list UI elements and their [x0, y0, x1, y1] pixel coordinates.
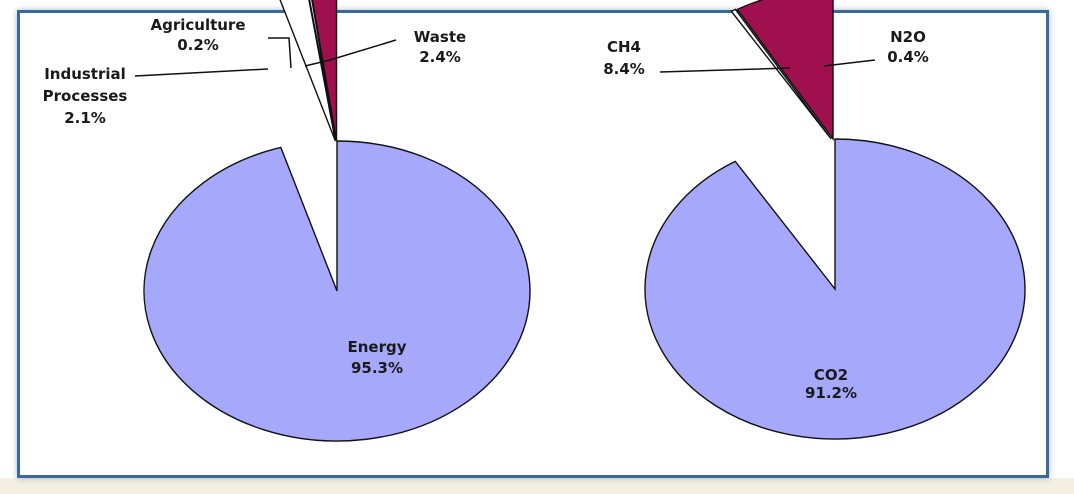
waste-value: 2.4%: [419, 48, 461, 66]
industrial-label-line2: Processes: [43, 87, 128, 105]
waste-label: Waste: [414, 28, 466, 46]
agriculture-label: Agriculture: [150, 16, 245, 34]
pie-slice-ch4: [736, 0, 834, 142]
co2-value: 91.2%: [805, 384, 857, 402]
co2-label: CO2: [814, 366, 848, 384]
n2o-leader-line: [823, 59, 876, 67]
industrial-value: 2.1%: [64, 109, 106, 127]
leader-lines-right: [659, 59, 876, 73]
agriculture-leader-line: [268, 37, 292, 69]
energy-value: 95.3%: [351, 359, 403, 377]
energy-label: Energy: [347, 338, 406, 356]
agriculture-value: 0.2%: [177, 36, 219, 54]
industrial-leader-line: [134, 68, 269, 77]
gas-pie-chart: [644, 0, 1026, 440]
industrial-label-line1: Industrial: [44, 65, 126, 83]
ch4-label: CH4: [607, 38, 641, 56]
leader-lines-left: [134, 37, 397, 77]
pie-slice-waste: [279, 0, 337, 142]
pie-slice-n2o: [730, 8, 832, 140]
ch4-value: 8.4%: [603, 60, 645, 78]
n2o-value: 0.4%: [887, 48, 929, 66]
sector-pie-chart: [143, 0, 531, 442]
pie-slice-co2: [644, 138, 1026, 440]
ch4-leader-line: [659, 67, 791, 73]
waste-leader-line: [304, 39, 397, 67]
n2o-label: N2O: [890, 28, 926, 46]
pie-slice-energy: [143, 140, 531, 442]
